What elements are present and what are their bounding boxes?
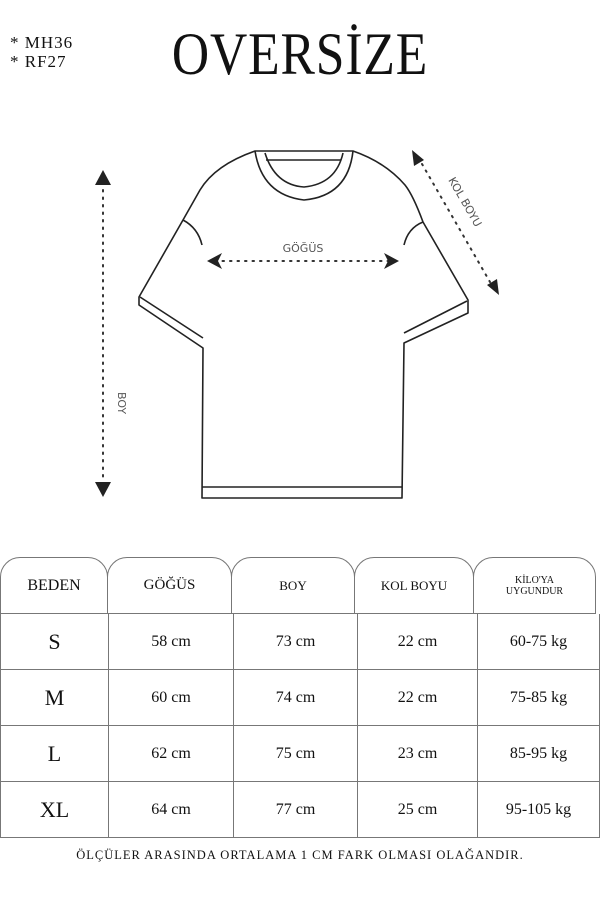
- cell-length: 77 cm: [233, 782, 357, 837]
- length-label: BOY: [115, 392, 128, 414]
- chest-measure: GÖĞÜS: [207, 242, 399, 269]
- header-weight-line2: UYGUNDUR: [505, 585, 564, 597]
- table-row: S 58 cm 73 cm 22 cm 60-75 kg: [0, 614, 600, 670]
- cell-weight: 85-95 kg: [477, 726, 600, 781]
- arrow-down-right-icon: [487, 279, 499, 295]
- cell-chest: 58 cm: [108, 614, 233, 669]
- arrow-down-icon: [95, 482, 111, 497]
- cell-size: S: [0, 614, 108, 669]
- header-weight-line1: KİLO'YA: [514, 574, 555, 586]
- cell-size: M: [0, 670, 108, 725]
- cell-sleeve: 22 cm: [357, 614, 477, 669]
- tshirt-outline: [138, 150, 469, 499]
- table-header: BEDEN GÖĞÜS BOY KOL BOYU KİLO'YA UYGUNDU…: [0, 557, 600, 614]
- chest-label: GÖĞÜS: [283, 242, 324, 255]
- arrow-right-icon: [384, 253, 399, 269]
- cell-chest: 62 cm: [108, 726, 233, 781]
- product-code: * MH36: [10, 33, 74, 52]
- header-chest: GÖĞÜS: [107, 557, 232, 614]
- arrow-up-left-icon: [412, 150, 424, 166]
- page-title: OVERSİZE: [171, 21, 429, 87]
- cell-weight: 95-105 kg: [477, 782, 600, 837]
- cell-sleeve: 22 cm: [357, 670, 477, 725]
- table-row: XL 64 cm 77 cm 25 cm 95-105 kg: [0, 782, 600, 838]
- header-size: BEDEN: [0, 557, 108, 614]
- header-sleeve: KOL BOYU: [354, 557, 474, 614]
- tshirt-size-diagram: GÖĞÜS BOY KOL BOYU: [95, 150, 499, 499]
- cell-size: L: [0, 726, 108, 781]
- header-length: BOY: [231, 557, 355, 614]
- table-row: M 60 cm 74 cm 22 cm 75-85 kg: [0, 670, 600, 726]
- measurement-note: ÖLÇÜLER ARASINDA ORTALAMA 1 CM FARK OLMA…: [76, 848, 524, 862]
- length-measure: BOY: [95, 170, 128, 497]
- cell-size: XL: [0, 782, 108, 837]
- sleeve-label: KOL BOYU: [445, 175, 484, 229]
- cell-weight: 75-85 kg: [477, 670, 600, 725]
- sleeve-measure: KOL BOYU: [412, 150, 499, 295]
- arrow-left-icon: [207, 253, 222, 269]
- cell-sleeve: 23 cm: [357, 726, 477, 781]
- header-weight: KİLO'YA UYGUNDUR: [473, 557, 596, 614]
- product-code: * RF27: [10, 52, 67, 71]
- cell-chest: 64 cm: [108, 782, 233, 837]
- arrow-up-icon: [95, 170, 111, 185]
- table-row: L 62 cm 75 cm 23 cm 85-95 kg: [0, 726, 600, 782]
- cell-chest: 60 cm: [108, 670, 233, 725]
- product-codes: * MH36 * RF27: [10, 33, 73, 71]
- cell-sleeve: 25 cm: [357, 782, 477, 837]
- cell-length: 75 cm: [233, 726, 357, 781]
- cell-length: 73 cm: [233, 614, 357, 669]
- cell-length: 74 cm: [233, 670, 357, 725]
- cell-weight: 60-75 kg: [477, 614, 600, 669]
- size-table: BEDEN GÖĞÜS BOY KOL BOYU KİLO'YA UYGUNDU…: [0, 557, 600, 838]
